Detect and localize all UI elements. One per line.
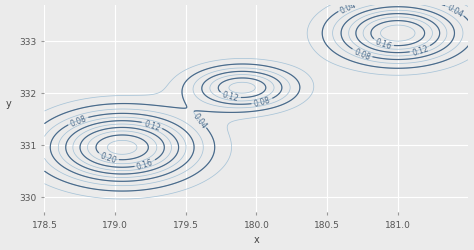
- Text: 0.12: 0.12: [221, 90, 239, 104]
- Text: 0.04: 0.04: [338, 0, 357, 15]
- Text: 0.08: 0.08: [68, 114, 88, 128]
- X-axis label: x: x: [254, 234, 259, 244]
- Text: 0.04: 0.04: [191, 111, 209, 130]
- Text: 0.16: 0.16: [374, 38, 393, 52]
- Text: 0.08: 0.08: [253, 96, 272, 109]
- Text: 0.04: 0.04: [445, 3, 465, 19]
- Text: 0.12: 0.12: [411, 44, 429, 57]
- Text: 0.20: 0.20: [99, 151, 118, 165]
- Text: 0.08: 0.08: [353, 47, 372, 62]
- Text: 0.16: 0.16: [136, 158, 155, 171]
- Y-axis label: y: y: [6, 99, 11, 109]
- Text: 0.12: 0.12: [143, 118, 162, 132]
